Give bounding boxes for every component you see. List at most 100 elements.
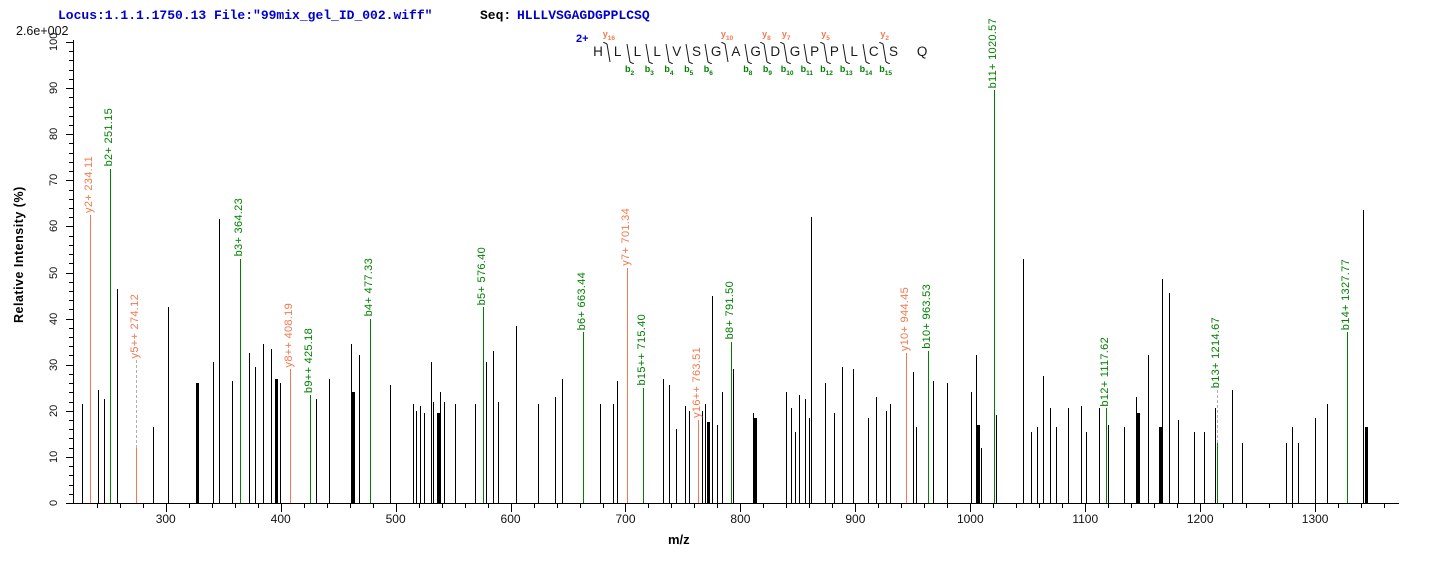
y-major-tick: [66, 503, 73, 504]
y-tick-label: 60: [48, 220, 60, 233]
x-major-tick: [1085, 504, 1087, 512]
x-minor-tick: [234, 504, 236, 508]
peak: [432, 401, 434, 503]
x-minor-tick: [326, 504, 328, 508]
peak: [1036, 426, 1038, 503]
peak: [971, 392, 973, 503]
x-minor-tick: [993, 504, 995, 508]
peak: [117, 288, 119, 503]
peak: [443, 401, 445, 503]
y-major-tick: [66, 226, 73, 228]
peak: [351, 343, 353, 503]
x-minor-tick: [349, 504, 351, 508]
peak: [416, 410, 418, 503]
peak: [716, 424, 718, 503]
y-tick-label: 90: [48, 81, 60, 95]
peak: [996, 415, 998, 503]
peak: [932, 380, 934, 503]
peak: [436, 413, 440, 503]
peak-label-b13+: b13+ 1214.67: [1210, 316, 1222, 389]
y-minor-tick: [69, 373, 73, 375]
x-major-tick: [395, 504, 397, 512]
peak-label-b14+: b14+ 1327.77: [1340, 259, 1352, 331]
x-minor-tick: [1223, 504, 1225, 508]
peak: [270, 348, 272, 503]
peak: [218, 219, 220, 503]
x-minor-tick: [763, 504, 765, 508]
residue-G: G: [750, 44, 761, 59]
peak: [662, 378, 664, 503]
cleavage-mark: [662, 42, 674, 69]
peak-label-b10+: b10+ 963.53: [921, 284, 933, 349]
x-minor-tick: [648, 504, 650, 508]
y-minor-tick: [69, 78, 73, 80]
y-minor-tick: [69, 392, 73, 394]
x-minor-tick: [1384, 504, 1386, 508]
x-minor-tick: [372, 504, 374, 508]
peak-label-b9++: b9++ 425.18: [303, 327, 315, 393]
y-major-tick: [66, 134, 73, 136]
peak-label-b6+: b6+ 663.44: [576, 272, 588, 331]
y-minor-tick: [69, 189, 73, 191]
peak: [1232, 390, 1234, 503]
y-minor-tick: [69, 337, 73, 339]
labeled-peak: [370, 318, 371, 503]
peak: [486, 362, 488, 503]
peak: [1158, 426, 1162, 503]
peak: [263, 343, 265, 503]
x-minor-tick: [418, 504, 420, 508]
labeled-peak: [240, 258, 241, 503]
y-tick-label: 80: [48, 128, 60, 141]
peak: [1068, 408, 1069, 503]
x-major-tick: [1315, 504, 1317, 512]
x-tick-label: 700: [615, 512, 636, 526]
peak: [497, 401, 499, 503]
peak: [916, 426, 918, 503]
peak-label-y7+: y7+ 701.34: [620, 208, 632, 266]
peak: [555, 396, 557, 503]
x-minor-tick: [1154, 504, 1156, 508]
x-major-tick: [1200, 504, 1202, 512]
cleavage-mark: [839, 42, 851, 69]
peak: [795, 431, 797, 503]
seq-label: Seq:: [480, 8, 512, 23]
fragment-b-label: b5: [684, 64, 694, 77]
x-minor-tick: [579, 504, 581, 508]
peak: [804, 399, 806, 503]
x-minor-tick: [1039, 504, 1041, 508]
labeled-peak: [906, 353, 907, 503]
peak: [455, 403, 457, 503]
x-axis-title: m/z: [668, 532, 690, 547]
labeled-peak: [1217, 443, 1218, 503]
residue-G: G: [789, 44, 801, 59]
peak: [976, 424, 980, 503]
peak: [1135, 396, 1137, 503]
peak: [1085, 431, 1087, 503]
peak: [1286, 443, 1288, 503]
y-minor-tick: [69, 327, 73, 329]
sequence-text: HLLLVSGAGDGPPLCSQ: [517, 8, 650, 23]
peak: [430, 362, 432, 503]
fragment-b-label: b4: [664, 64, 674, 77]
residue-H: H: [593, 44, 603, 59]
x-tick-label: 1200: [1186, 512, 1214, 526]
peak: [1204, 431, 1206, 503]
cleavage-mark: [878, 41, 890, 69]
y-tick-label: 100: [48, 32, 60, 52]
peak: [492, 350, 494, 503]
y-minor-tick: [69, 420, 73, 422]
x-tick-label: 1000: [956, 512, 984, 526]
peak: [168, 307, 170, 503]
x-minor-tick: [119, 504, 121, 508]
peak: [1099, 408, 1101, 503]
x-minor-tick: [717, 504, 719, 508]
residue-Q: Q: [916, 44, 928, 59]
peak: [612, 403, 614, 503]
fragment-b-label: b9: [762, 64, 772, 77]
y-minor-tick: [69, 244, 73, 246]
y-minor-tick: [69, 263, 73, 265]
labeled-peak: [643, 387, 644, 503]
peak: [1241, 443, 1243, 503]
x-minor-tick: [1062, 504, 1064, 508]
